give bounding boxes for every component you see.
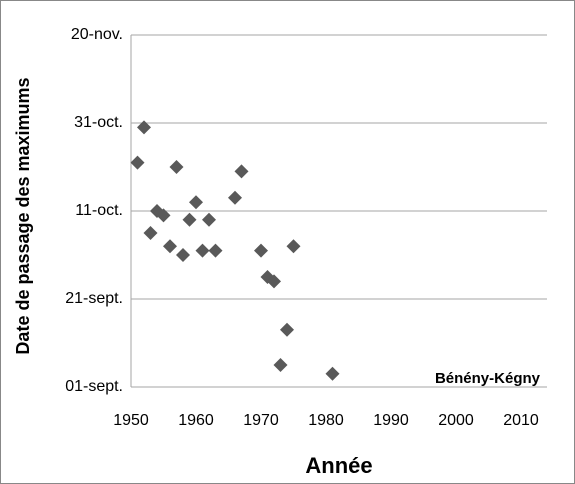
- point: [137, 120, 151, 135]
- x-tick-label: 2000: [438, 412, 474, 429]
- point: [228, 190, 242, 205]
- x-tick-label: 1990: [373, 412, 409, 429]
- y-tick-label: 21-sept.: [65, 290, 123, 307]
- point: [280, 322, 294, 337]
- point: [325, 366, 340, 381]
- point: [176, 248, 190, 262]
- x-axis-title: Année: [305, 453, 372, 478]
- point: [189, 195, 203, 210]
- y-tick-label: 31-oct.: [74, 114, 123, 131]
- x-tick-label: 1980: [308, 412, 344, 429]
- point: [130, 155, 145, 170]
- point: [254, 243, 268, 258]
- x-tick-label: 1960: [178, 412, 214, 429]
- point: [286, 239, 301, 254]
- y-tick-label: 11-oct.: [75, 202, 123, 219]
- point: [273, 358, 288, 372]
- point: [208, 243, 223, 258]
- point: [195, 243, 210, 258]
- x-tick-label: 1970: [243, 412, 279, 429]
- y-tick-label: 01-sept.: [65, 378, 123, 395]
- point: [169, 160, 184, 174]
- annotation: Bénény-Kégny: [435, 370, 541, 387]
- y-tick-label: 20-nov.: [71, 26, 123, 43]
- point: [143, 226, 158, 240]
- point: [156, 208, 171, 223]
- point: [267, 274, 281, 289]
- x-tick-label: 2010: [503, 412, 539, 429]
- point: [163, 239, 177, 254]
- y-axis-title: Date de passage des maximums: [13, 77, 33, 354]
- x-tick-label: 1950: [113, 412, 149, 429]
- point: [182, 212, 197, 227]
- point: [202, 212, 216, 227]
- point: [234, 164, 249, 179]
